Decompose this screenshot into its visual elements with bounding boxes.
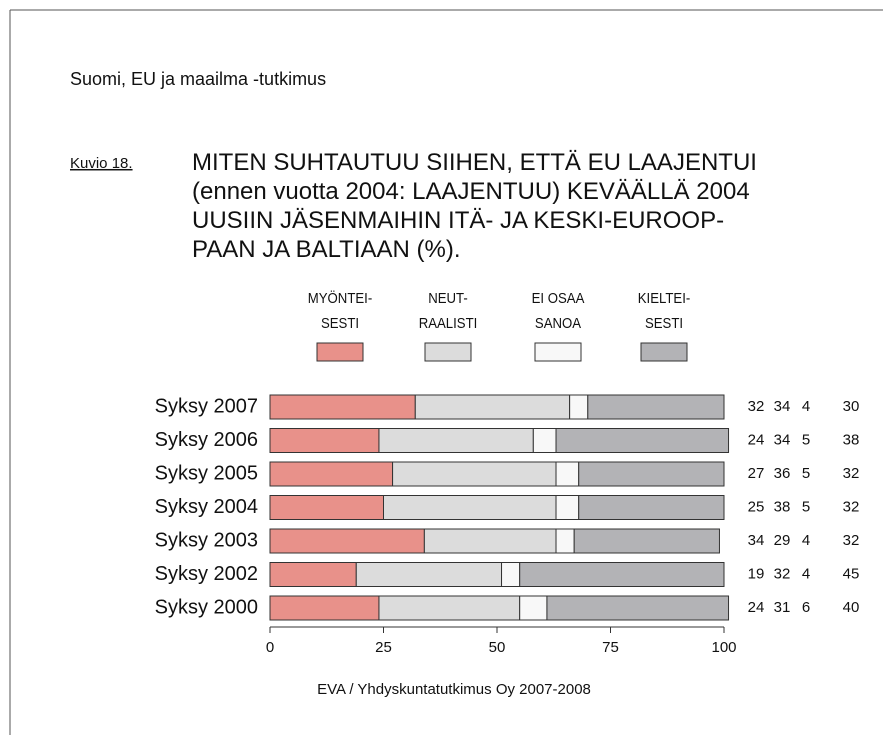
- value-label: 24: [748, 431, 765, 448]
- y-tick-label: Syksy 2004: [155, 496, 258, 518]
- bar-segment: [383, 495, 557, 520]
- x-tick-label: 100: [711, 639, 736, 656]
- bar-segment: [519, 562, 725, 587]
- bar-segment: [269, 428, 380, 453]
- x-tick-label: 0: [266, 639, 274, 656]
- value-label: 34: [774, 398, 791, 415]
- value-label: 5: [802, 498, 810, 515]
- bar-segment: [578, 495, 725, 520]
- bar-segment: [555, 461, 580, 487]
- bar-segment: [269, 461, 394, 487]
- value-label: 32: [748, 398, 765, 415]
- bar-segment: [269, 528, 425, 554]
- bar-segment: [378, 428, 534, 453]
- value-label: 29: [774, 532, 791, 549]
- value-label: 6: [802, 599, 810, 616]
- legend-label: NEUT-RAALISTI: [419, 289, 478, 331]
- value-label: 5: [802, 431, 810, 448]
- bar-segment: [578, 461, 725, 487]
- y-tick-label: Syksy 2002: [155, 563, 258, 585]
- value-label: 40: [843, 599, 860, 616]
- x-tick-label: 75: [602, 639, 619, 656]
- bar-segment: [392, 461, 557, 487]
- header: Suomi, EU ja maailma -tutkimus: [70, 69, 326, 89]
- bar-segment: [519, 595, 548, 621]
- chart-title: MITEN SUHTAUTUU SIIHEN, ETTÄ EU LAAJENTU…: [192, 149, 757, 263]
- bar-segment: [269, 595, 380, 621]
- legend-label: MYÖNTEI-SESTI: [308, 288, 373, 331]
- legend-label: EI OSAA SANOA: [532, 289, 585, 331]
- bar-segment: [555, 528, 575, 554]
- figure-label: Kuvio 18.: [70, 155, 133, 172]
- value-label: 19: [748, 565, 765, 582]
- legend-swatch: [534, 342, 582, 362]
- y-tick-label: Syksy 2005: [155, 462, 258, 484]
- legend-swatch: [316, 342, 364, 362]
- bar-segment: [378, 595, 521, 621]
- legend-label: KIELTEI-SESTI: [638, 289, 691, 331]
- value-label: 36: [774, 465, 791, 482]
- bar-segment: [555, 495, 580, 520]
- bar-segment: [269, 562, 357, 587]
- y-tick-label: Syksy 2000: [155, 596, 258, 618]
- bar-segment: [355, 562, 503, 587]
- value-label: 31: [774, 599, 791, 616]
- value-label: 25: [748, 498, 765, 515]
- value-label: 32: [843, 498, 860, 515]
- bar-segment: [555, 428, 730, 453]
- x-tick-label: 25: [375, 639, 392, 656]
- value-label: 4: [802, 532, 810, 549]
- x-tick-label: 50: [489, 639, 506, 656]
- y-tick-label: Syksy 2003: [155, 529, 258, 551]
- value-label: 4: [802, 398, 810, 415]
- value-label: 34: [774, 431, 791, 448]
- value-label: 30: [843, 398, 860, 415]
- source: EVA / Yhdyskuntatutkimus Oy 2007-2008: [317, 681, 591, 698]
- bar-segment: [532, 428, 557, 453]
- y-tick-label: Syksy 2006: [155, 429, 258, 451]
- value-label: 32: [843, 532, 860, 549]
- bar-segment: [546, 595, 730, 621]
- value-label: 34: [748, 532, 765, 549]
- bar-segment: [569, 394, 589, 420]
- value-label: 38: [843, 431, 860, 448]
- bar-segment: [414, 394, 571, 420]
- value-label: 24: [748, 599, 765, 616]
- value-label: 38: [774, 498, 791, 515]
- legend-swatch: [424, 342, 472, 362]
- bar-segment: [587, 394, 725, 420]
- bar-segment: [269, 394, 416, 420]
- value-label: 45: [843, 565, 860, 582]
- bar-segment: [573, 528, 720, 554]
- value-label: 27: [748, 465, 765, 482]
- value-label: 5: [802, 465, 810, 482]
- value-label: 4: [802, 565, 810, 582]
- legend-swatch: [640, 342, 688, 362]
- y-tick-label: Syksy 2007: [155, 395, 258, 417]
- bar-segment: [423, 528, 557, 554]
- value-label: 32: [843, 465, 860, 482]
- bar-segment: [501, 562, 521, 587]
- value-label: 32: [774, 565, 791, 582]
- bar-segment: [269, 495, 384, 520]
